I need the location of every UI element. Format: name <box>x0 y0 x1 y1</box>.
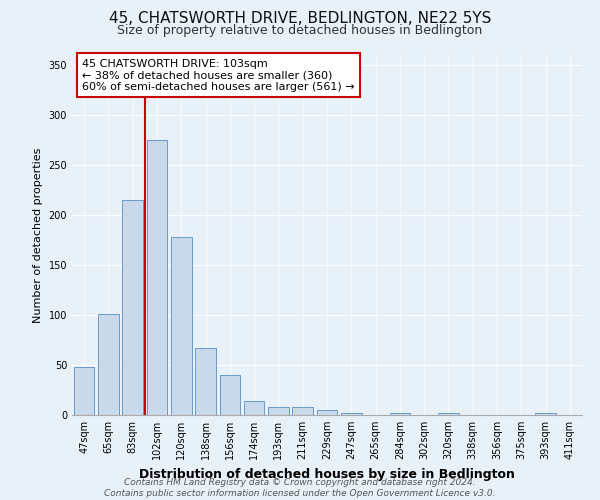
Bar <box>244 401 265 415</box>
Bar <box>389 413 410 415</box>
Bar <box>171 237 191 415</box>
Bar <box>146 140 167 415</box>
Bar <box>74 367 94 415</box>
Bar <box>317 410 337 415</box>
Bar <box>122 200 143 415</box>
Bar <box>220 375 240 415</box>
Bar <box>195 348 216 415</box>
X-axis label: Distribution of detached houses by size in Bedlington: Distribution of detached houses by size … <box>139 468 515 480</box>
Bar <box>292 407 313 415</box>
Text: 45, CHATSWORTH DRIVE, BEDLINGTON, NE22 5YS: 45, CHATSWORTH DRIVE, BEDLINGTON, NE22 5… <box>109 11 491 26</box>
Text: Contains HM Land Registry data © Crown copyright and database right 2024.
Contai: Contains HM Land Registry data © Crown c… <box>104 478 496 498</box>
Bar <box>438 413 459 415</box>
Bar <box>535 413 556 415</box>
Bar <box>341 413 362 415</box>
Bar <box>268 407 289 415</box>
Y-axis label: Number of detached properties: Number of detached properties <box>33 148 43 322</box>
Text: Size of property relative to detached houses in Bedlington: Size of property relative to detached ho… <box>118 24 482 37</box>
Bar <box>98 314 119 415</box>
Text: 45 CHATSWORTH DRIVE: 103sqm
← 38% of detached houses are smaller (360)
60% of se: 45 CHATSWORTH DRIVE: 103sqm ← 38% of det… <box>82 58 355 92</box>
